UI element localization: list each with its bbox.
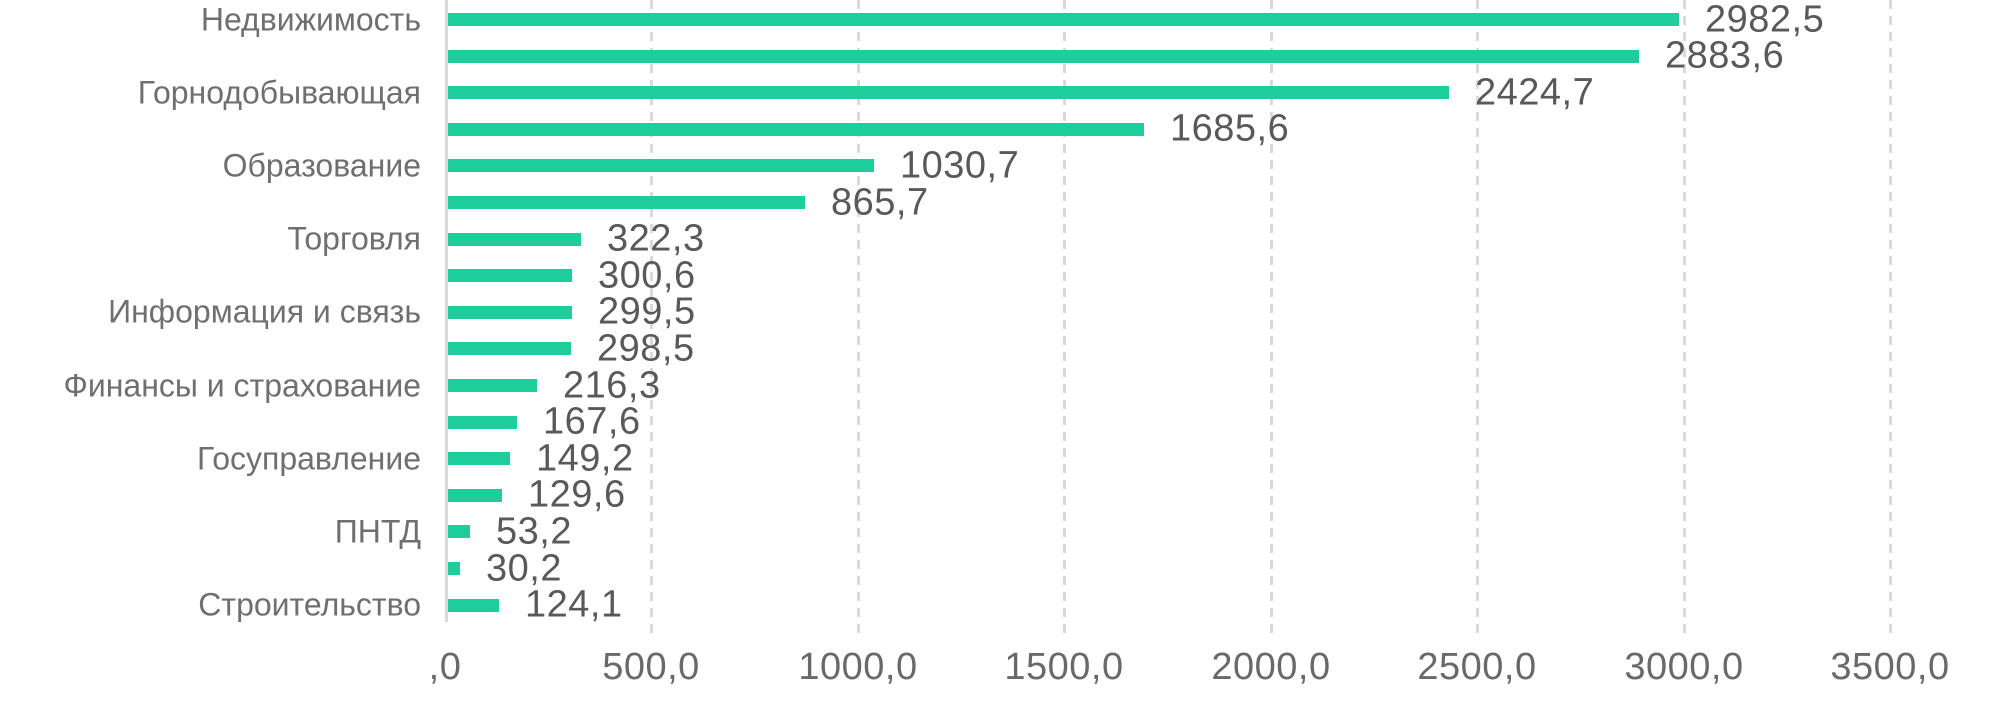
- category-label-6: Торговля: [287, 220, 421, 257]
- gridline-2000: [1270, 0, 1273, 636]
- category-label-0: Недвижимость: [200, 1, 421, 38]
- bar-15: [448, 562, 460, 575]
- value-label-4: 1030,7: [900, 144, 1020, 187]
- category-label-2: Горнодобывающая: [137, 74, 421, 111]
- bar-9: [448, 342, 571, 355]
- gridline-3500: [1889, 0, 1892, 636]
- value-label-6: 322,3: [607, 217, 705, 260]
- value-label-5: 865,7: [831, 181, 929, 224]
- x-tick-label-1000: 1000,0: [798, 646, 918, 688]
- value-label-10: 216,3: [563, 364, 661, 407]
- x-tick-label-1500: 1500,0: [1004, 646, 1124, 688]
- gridline-1500: [1063, 0, 1066, 636]
- category-axis-labels: Недвижимость Горнодобывающая Образование То…: [0, 0, 421, 623]
- bar-6: [448, 233, 581, 246]
- bar-3: [448, 123, 1144, 136]
- bar-8: [448, 306, 572, 319]
- gridline-3000: [1683, 0, 1686, 636]
- x-tick-label-2500: 2500,0: [1417, 646, 1537, 688]
- bar-14: [448, 525, 470, 538]
- bar-7: [448, 269, 572, 282]
- bar-11: [448, 416, 517, 429]
- x-tick-label-3000: 3000,0: [1624, 646, 1744, 688]
- category-label-14: ПНТД: [334, 513, 421, 550]
- bar-4: [448, 159, 874, 172]
- category-label-16: Строительство: [198, 586, 421, 623]
- value-label-1: 2883,6: [1665, 34, 1785, 77]
- value-label-14: 53,2: [496, 510, 572, 553]
- category-label-4: Образование: [222, 147, 421, 184]
- gridline-2500: [1476, 0, 1479, 636]
- category-label-10: Финансы и страхование: [63, 367, 421, 404]
- plot-area: 2982,5 2883,6 2424,7 1685,6 1030,7 865,7 322,3…: [445, 0, 1892, 636]
- value-label-7: 300,6: [598, 254, 696, 297]
- value-label-15: 30,2: [486, 547, 562, 590]
- category-label-12: Госуправление: [197, 440, 421, 477]
- bar-10: [448, 379, 537, 392]
- bar-2: [448, 86, 1449, 99]
- bar-1: [448, 50, 1639, 63]
- category-axis-line: [445, 0, 448, 622]
- gridline-500: [650, 0, 653, 636]
- bar-16: [448, 599, 499, 612]
- x-tick-label-0: ,0: [428, 646, 462, 688]
- bar-12: [448, 452, 510, 465]
- x-tick-label-2000: 2000,0: [1211, 646, 1331, 688]
- value-label-16: 124,1: [525, 583, 623, 626]
- value-label-12: 149,2: [536, 437, 634, 480]
- category-label-8: Информация и связь: [108, 293, 421, 330]
- bar-0: [448, 13, 1679, 26]
- value-label-3: 1685,6: [1170, 107, 1290, 150]
- bar-13: [448, 489, 502, 502]
- value-label-9: 298,5: [597, 327, 695, 370]
- value-label-8: 299,5: [598, 290, 696, 333]
- value-label-2: 2424,7: [1475, 71, 1595, 114]
- x-tick-label-3500: 3500,0: [1830, 646, 1950, 688]
- value-label-0: 2982,5: [1705, 0, 1825, 41]
- bar-5: [448, 196, 805, 209]
- x-tick-label-500: 500,0: [602, 646, 700, 688]
- gridline-1000: [857, 0, 860, 636]
- value-label-11: 167,6: [543, 400, 641, 443]
- value-label-13: 129,6: [528, 473, 626, 516]
